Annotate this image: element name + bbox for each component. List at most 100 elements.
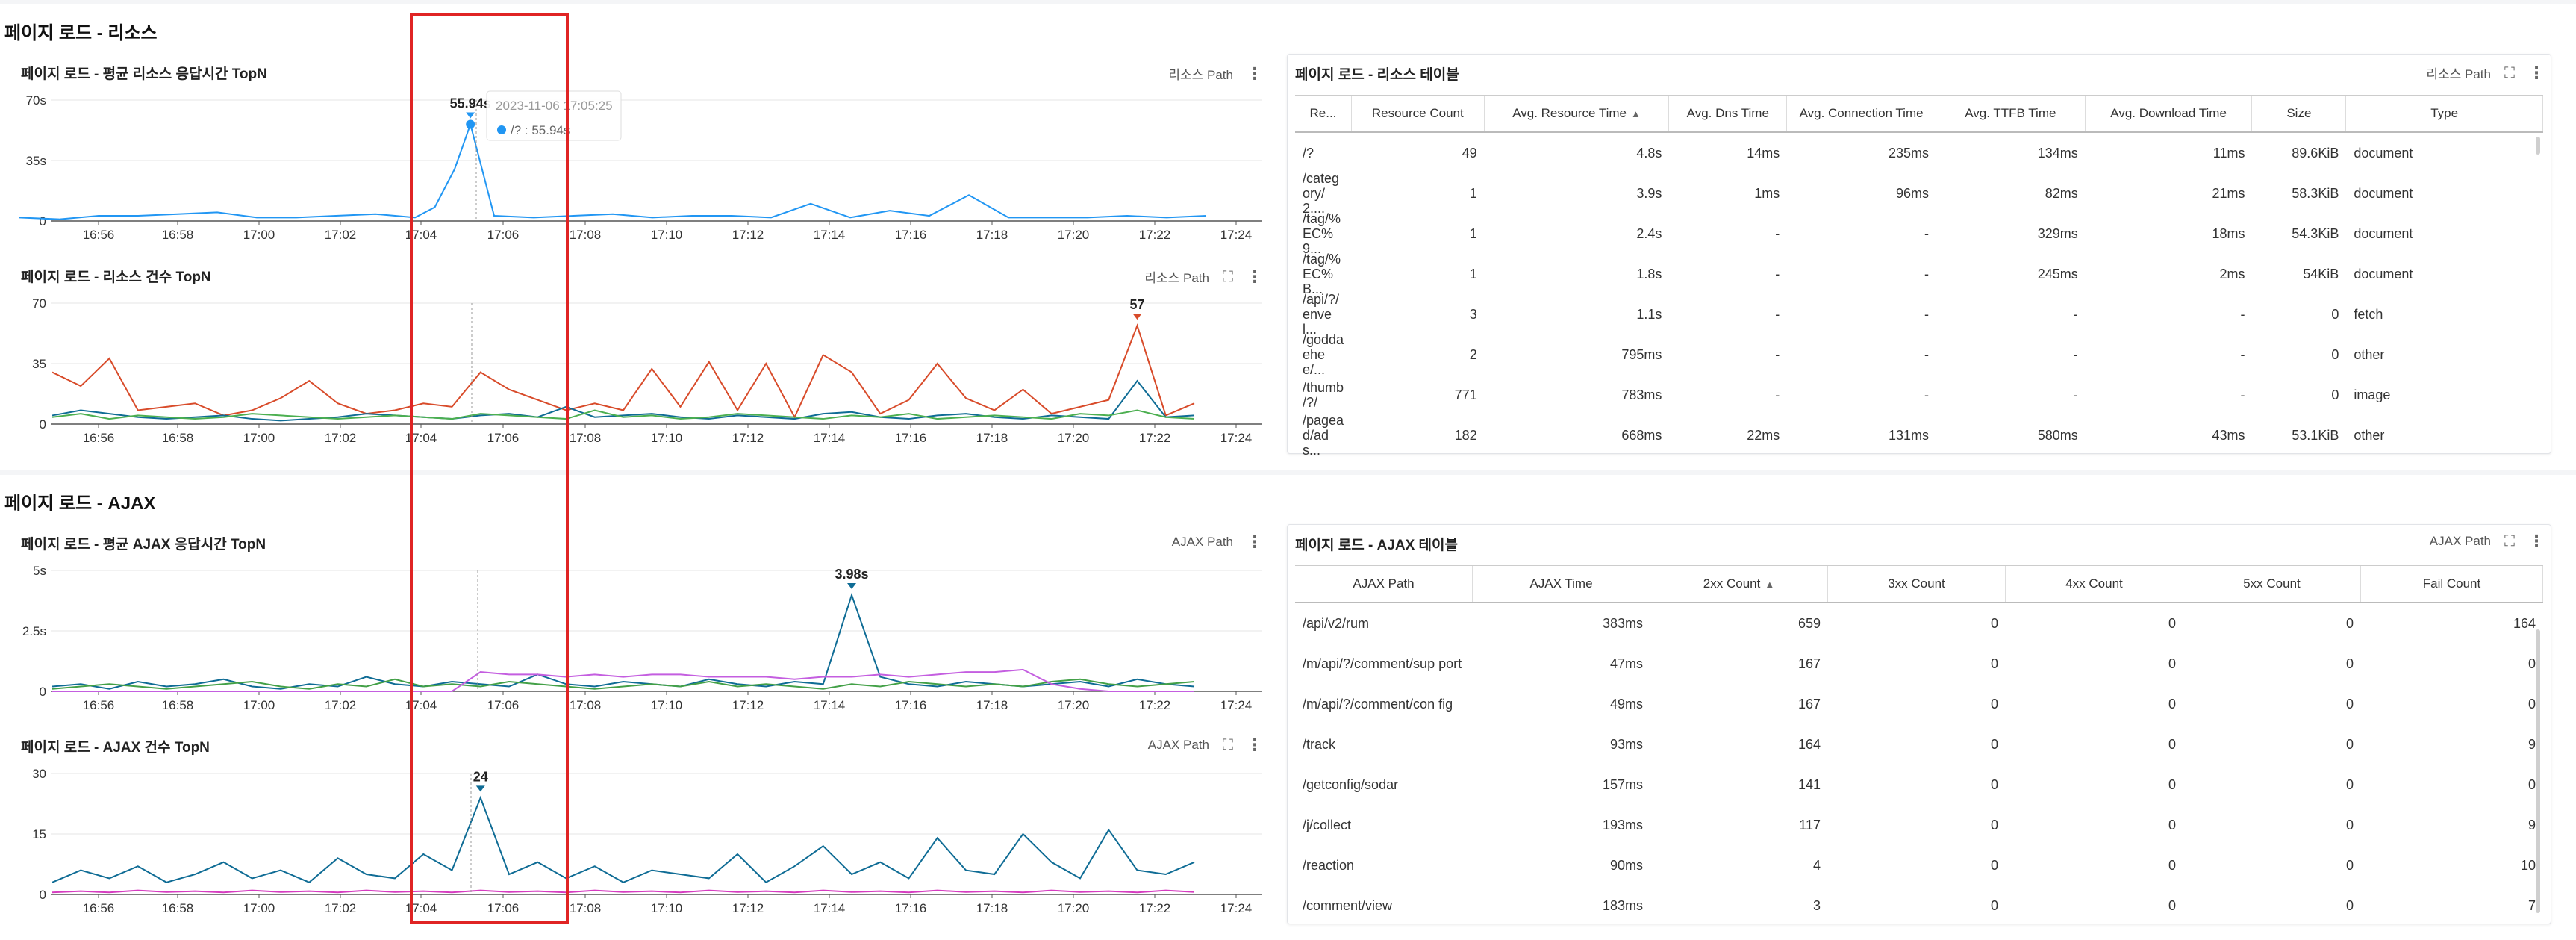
table-cell: 0	[2527, 656, 2536, 671]
table-cell: /tag/% EC%B...	[1303, 252, 1341, 296]
table-cell: 0	[1990, 817, 1998, 832]
ajax-avg-chart[interactable]: 0 2.5s 5s 16:56 16:58 17:00 17:02 17:04 17:06 17:…	[0, 555, 1269, 712]
resource-section: 페이지 로드 - 리소스 페이지 로드 - 평균 리소스 응답시간 TopN 리…	[0, 4, 2576, 470]
column-header[interactable]: Fail Count	[2361, 566, 2543, 602]
ajax-count-chart[interactable]: 0 15 30 16:56 16:58 17:00 17:02 17:04 17:06 17:08…	[0, 759, 1269, 923]
table-cell: 18ms	[2212, 225, 2245, 241]
table-cell: -	[1924, 387, 1929, 402]
table-cell: 0	[1990, 736, 1998, 752]
table-row[interactable]: /m/api/?/comment/con fig 49ms 167 0 0 0 0	[1295, 684, 2543, 724]
path-selector[interactable]: AJAX Path	[1171, 535, 1233, 549]
fullscreen-icon[interactable]: ⛶	[2504, 533, 2515, 550]
column-header[interactable]: Avg. Download Time	[2086, 96, 2253, 131]
column-header[interactable]: Avg. Connection Time	[1787, 96, 1936, 131]
fullscreen-icon[interactable]: ⛶	[2504, 64, 2515, 81]
table-row[interactable]: /getconfig/sodar 157ms 141 0 0 0 0	[1295, 765, 2543, 805]
x-tick-label: 16:58	[162, 698, 194, 712]
resource-count-chart[interactable]: 0 35 70 16:56 16:58 17:00 17:02 17:04 17:06 17:08…	[0, 288, 1269, 452]
table-cell: 182	[1454, 427, 1477, 443]
table-row[interactable]: /api/v2/rum 383ms 659 0 0 0 164	[1295, 603, 2543, 644]
table-cell: 0	[2345, 776, 2354, 792]
x-tick-label: 17:04	[405, 431, 437, 445]
column-header[interactable]: Size	[2252, 96, 2347, 131]
table-cell: 0	[2345, 817, 2354, 832]
table-cell: 134ms	[2037, 145, 2078, 161]
table-row[interactable]: /comment/view 183ms 3 0 0 0 7	[1295, 885, 2543, 926]
table-row[interactable]: /tag/% EC%9... 1 2.4s - - 329ms 18ms 54.3KiB doc…	[1295, 211, 2543, 256]
fullscreen-icon[interactable]: ⛶	[1223, 737, 1233, 753]
column-header[interactable]: Type	[2346, 96, 2543, 131]
x-tick-label: 17:08	[570, 228, 602, 242]
column-header[interactable]: AJAX Time	[1473, 566, 1650, 602]
more-icon[interactable]: ⋮	[1247, 63, 1263, 83]
resource-avg-chart[interactable]: 0 35s 70s 16:56 16:58 17:00 17:02 17:04 17:06 17:…	[0, 85, 1269, 242]
column-header[interactable]: Resource Count	[1352, 96, 1485, 131]
table-cell: -	[1775, 346, 1780, 362]
path-selector[interactable]: AJAX Path	[1147, 738, 1209, 752]
table-cell: 0	[2168, 817, 2176, 832]
x-tick-label: 17:14	[814, 431, 846, 445]
x-tick-label: 17:12	[732, 698, 764, 712]
table-cell: -	[2240, 387, 2245, 402]
series-line-magenta	[52, 889, 1195, 894]
column-header[interactable]: AJAX Path	[1295, 566, 1473, 602]
more-icon[interactable]: ⋮	[1247, 267, 1263, 286]
path-selector[interactable]: 리소스 Path	[1168, 68, 1233, 82]
x-tick-label: 17:04	[405, 901, 437, 915]
x-tick-label: 17:10	[651, 698, 683, 712]
table-cell: 795ms	[1621, 346, 1662, 362]
table-row[interactable]: /thumb /?/ 771 783ms - - - - 0 image	[1295, 375, 2543, 415]
column-header[interactable]: 5xx Count	[2183, 566, 2361, 602]
table-row[interactable]: /tag/% EC%B... 1 1.8s - - 245ms 2ms 54KiB docume…	[1295, 252, 2543, 296]
resource-table-panel: 페이지 로드 - 리소스 테이블 리소스 Path ⛶ ⋮ Re... Resou…	[1287, 54, 2551, 458]
table-cell: 3	[1469, 306, 1477, 322]
table-row[interactable]: /categ ory/2.... 1 3.9s 1ms 96ms 82ms 21ms 58.3…	[1295, 171, 2543, 216]
x-tick-label: 17:06	[487, 431, 520, 445]
x-tick-label: 17:06	[487, 228, 520, 242]
x-tick-label: 17:12	[732, 228, 764, 242]
table-row[interactable]: /godda ehee/... 2 795ms - - - - 0 other	[1295, 332, 2543, 377]
fullscreen-icon[interactable]: ⛶	[1223, 268, 1233, 285]
table-cell: /categ ory/2....	[1303, 171, 1340, 216]
column-header[interactable]: 2xx Count ▲	[1650, 566, 1828, 602]
table-row[interactable]: /track 93ms 164 0 0 0 9	[1295, 724, 2543, 765]
more-icon[interactable]: ⋮	[1247, 532, 1263, 551]
sort-icon[interactable]: ▲	[1765, 578, 1775, 590]
scrollbar[interactable]	[2536, 629, 2540, 913]
table-cell: 117	[1799, 817, 1821, 832]
sort-icon[interactable]: ▲	[1630, 108, 1641, 119]
scrollbar[interactable]	[2536, 137, 2540, 155]
table-cell: 0	[1990, 696, 1998, 712]
more-icon[interactable]: ⋮	[2528, 63, 2545, 82]
table-row[interactable]: /pagea d/ads... 182 668ms 22ms 131ms 580ms 43m…	[1295, 413, 2543, 458]
column-header[interactable]: Avg. Resource Time ▲	[1485, 96, 1670, 131]
table-row[interactable]: /m/api/?/comment/sup port 47ms 167 0 0 0 0	[1295, 644, 2543, 684]
column-header[interactable]: Re...	[1295, 96, 1352, 131]
table-row[interactable]: /j/collect 193ms 117 0 0 0 9	[1295, 805, 2543, 845]
path-selector[interactable]: 리소스 Path	[1144, 271, 1209, 285]
column-header[interactable]: Avg. Dns Time	[1669, 96, 1788, 131]
table-cell: 131ms	[1888, 427, 1929, 443]
table-row[interactable]: /? 49 4.8s 14ms 235ms 134ms 11ms 89.6KiB documen…	[1295, 133, 2543, 173]
table-cell: -	[2073, 306, 2078, 322]
tooltip-box	[486, 90, 622, 141]
column-header[interactable]: 3xx Count	[1828, 566, 2006, 602]
resource-count-chart-panel: 페이지 로드 - 리소스 건수 TopN 리소스 Path ⛶ ⋮ 0 35 70 1…	[0, 266, 1269, 452]
table-cell: 659	[1797, 615, 1821, 631]
table-body: /? 49 4.8s 14ms 235ms 134ms 11ms 89.6KiB documen…	[1295, 133, 2543, 458]
series-line-/?	[19, 122, 1207, 220]
y-tick-label: 0	[40, 685, 46, 699]
table-cell: 0	[2345, 857, 2354, 873]
table-cell: 1.1s	[1636, 306, 1662, 322]
x-tick-label: 16:56	[83, 228, 115, 242]
path-selector[interactable]: 리소스 Path	[2426, 67, 2491, 81]
more-icon[interactable]: ⋮	[2528, 532, 2545, 550]
column-header[interactable]: 4xx Count	[2006, 566, 2183, 602]
table-cell: 164	[2513, 615, 2536, 631]
table-row[interactable]: /reaction 90ms 4 0 0 0 10	[1295, 845, 2543, 885]
path-selector[interactable]: AJAX Path	[2429, 534, 2491, 548]
table-row[interactable]: /api/?/ envel... 3 1.1s - - - - 0 fetch	[1295, 292, 2543, 337]
more-icon[interactable]: ⋮	[1247, 735, 1263, 754]
column-header[interactable]: Avg. TTFB Time	[1936, 96, 2086, 131]
x-tick-label: 17:08	[570, 431, 602, 445]
